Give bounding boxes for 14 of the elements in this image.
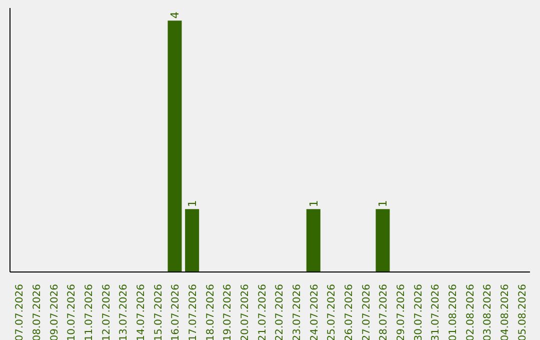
x-tick-label: 15.07.2026 bbox=[153, 284, 164, 340]
x-tick-label: 17.07.2026 bbox=[188, 284, 199, 340]
data-label: 4 bbox=[168, 12, 182, 19]
x-tick-label: 19.07.2026 bbox=[222, 284, 234, 340]
x-tick-label: 10.07.2026 bbox=[66, 284, 78, 340]
data-label: 1 bbox=[307, 200, 320, 208]
data-label: 1 bbox=[186, 200, 200, 208]
x-tick-label: 13.07.2026 bbox=[118, 284, 130, 340]
data-label: 1 bbox=[376, 200, 390, 208]
x-tick-label: 16.07.2026 bbox=[170, 284, 182, 340]
x-tick-label: 12.07.2026 bbox=[101, 284, 112, 340]
x-tick-label: 18.07.2026 bbox=[205, 284, 216, 340]
x-tick-label: 14.07.2026 bbox=[136, 284, 147, 340]
x-tick-label: 11.07.2026 bbox=[84, 284, 95, 340]
